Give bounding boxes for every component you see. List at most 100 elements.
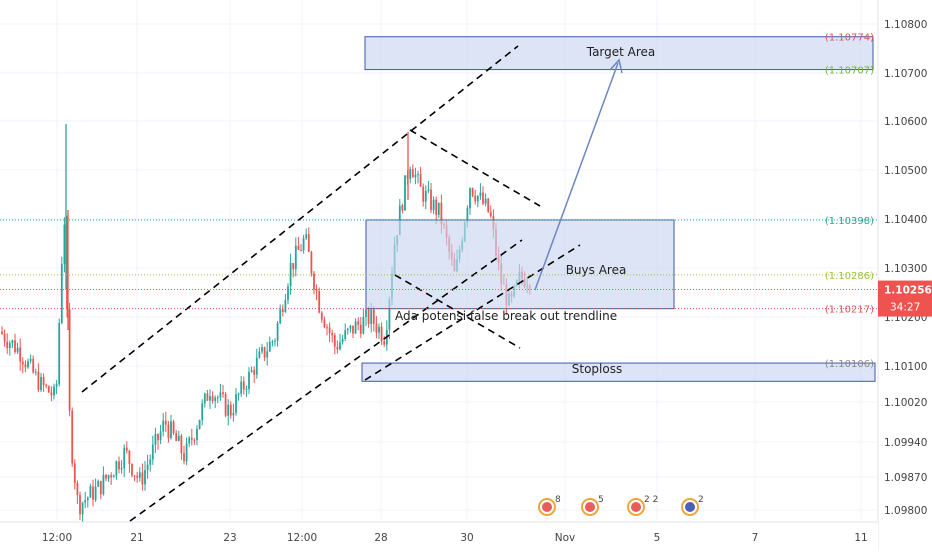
price-level-label: (1.10286): [825, 271, 874, 282]
candle-body: [435, 199, 438, 215]
candle-body: [136, 475, 139, 478]
candle-body: [58, 322, 61, 385]
candle-body: [144, 470, 146, 485]
candle-body: [417, 173, 419, 175]
candle-body: [219, 392, 222, 398]
candle-body: [323, 319, 326, 328]
candle-body: [24, 364, 27, 368]
candle-body: [388, 299, 391, 330]
candle-body: [172, 421, 175, 434]
candle-body: [411, 169, 414, 178]
candle-body: [45, 384, 48, 387]
candle-body: [177, 435, 180, 441]
candle-body: [105, 474, 107, 479]
event-badge-count: 5: [598, 495, 604, 505]
candle-body: [8, 343, 11, 349]
candle-body: [81, 502, 84, 515]
candle-body: [110, 475, 113, 478]
dashed-trendline: [409, 129, 541, 207]
candle-body: [487, 198, 490, 212]
candle-body: [305, 234, 308, 239]
candle-body: [180, 435, 183, 454]
candle-body: [266, 351, 269, 358]
target-arrow-head: [609, 58, 623, 74]
candle-body: [302, 238, 305, 251]
candle-body: [3, 333, 6, 342]
candle-body: [68, 309, 71, 411]
trendlines-layer: [0, 45, 877, 522]
candle-body: [331, 333, 334, 336]
candle-body: [263, 347, 266, 358]
dashed-trendline: [394, 274, 521, 349]
price-level-label: (1.10217): [825, 305, 874, 316]
candle-body: [203, 393, 206, 404]
candle-body: [253, 369, 256, 375]
candle-body: [279, 309, 282, 324]
price-tick-label: 1.10700: [884, 68, 927, 80]
candle-body: [11, 340, 14, 344]
candle-body: [432, 199, 435, 211]
candle-body: [16, 347, 19, 353]
candle-body: [352, 325, 354, 334]
candle-body: [196, 429, 198, 441]
time-axis: 12:00 21 23 12:00 28 30 Nov 5 7 11: [0, 521, 878, 550]
candle-body: [102, 474, 105, 495]
price-tick-label: 1.10300: [884, 263, 927, 275]
candle-body: [359, 324, 362, 334]
buys-area-label: Buys Area: [566, 263, 627, 277]
candle-body: [469, 188, 471, 209]
price-level-label: (1.10707): [825, 66, 874, 77]
candle-body: [471, 188, 474, 196]
candle-body: [211, 396, 214, 401]
candle-body: [133, 475, 136, 477]
candle-body: [383, 341, 386, 345]
candle-body: [92, 486, 94, 500]
candle-body: [297, 245, 300, 250]
target-arrow: [534, 62, 619, 291]
candle-body: [484, 198, 487, 204]
candle-body: [47, 386, 50, 393]
candle-body: [162, 420, 165, 432]
candle-body: [466, 208, 469, 223]
candle-body: [170, 421, 172, 439]
event-badge-count: 2: [698, 495, 704, 505]
price-level-label: (1.10398): [825, 216, 874, 227]
candle-body: [248, 371, 250, 390]
candle-body: [378, 326, 380, 333]
candle-body: [66, 224, 68, 310]
candle-body: [216, 397, 219, 399]
candle-body: [112, 475, 115, 478]
candle-body: [437, 202, 440, 215]
candle-body: [175, 433, 178, 441]
annotations-layer: Target Area Buys Area Stoploss Ada poten…: [395, 45, 655, 376]
candle-body: [289, 263, 292, 287]
candle-body: [84, 500, 87, 503]
candle-body: [206, 393, 209, 401]
candle-body: [198, 419, 201, 430]
price-tick-label: 1.09870: [884, 472, 927, 484]
dashed-trendline: [129, 239, 523, 522]
zone-2: [361, 362, 876, 382]
candle-body: [86, 497, 89, 501]
time-tick-label: 11: [854, 532, 867, 544]
stoploss-label: Stoploss: [572, 362, 622, 376]
candle-body: [185, 443, 188, 462]
event-badge-count: 2 2: [644, 495, 658, 505]
candlestick-series: [1, 124, 531, 525]
candle-body: [333, 335, 336, 347]
candle-body: [313, 273, 315, 290]
candle-body: [315, 289, 318, 291]
candle-body: [380, 326, 383, 342]
price-tick-label: 1.10600: [884, 116, 927, 128]
candle-body: [222, 392, 224, 395]
candle-body: [29, 358, 32, 362]
candle-body: [430, 189, 432, 211]
candle-body: [419, 173, 422, 187]
candle-body: [1, 331, 3, 334]
candle-body: [120, 467, 123, 470]
candle-body: [50, 392, 53, 396]
candle-body: [427, 189, 430, 192]
candle-body: [320, 312, 323, 320]
event-badges: 8 5 2 2 2: [538, 495, 704, 516]
